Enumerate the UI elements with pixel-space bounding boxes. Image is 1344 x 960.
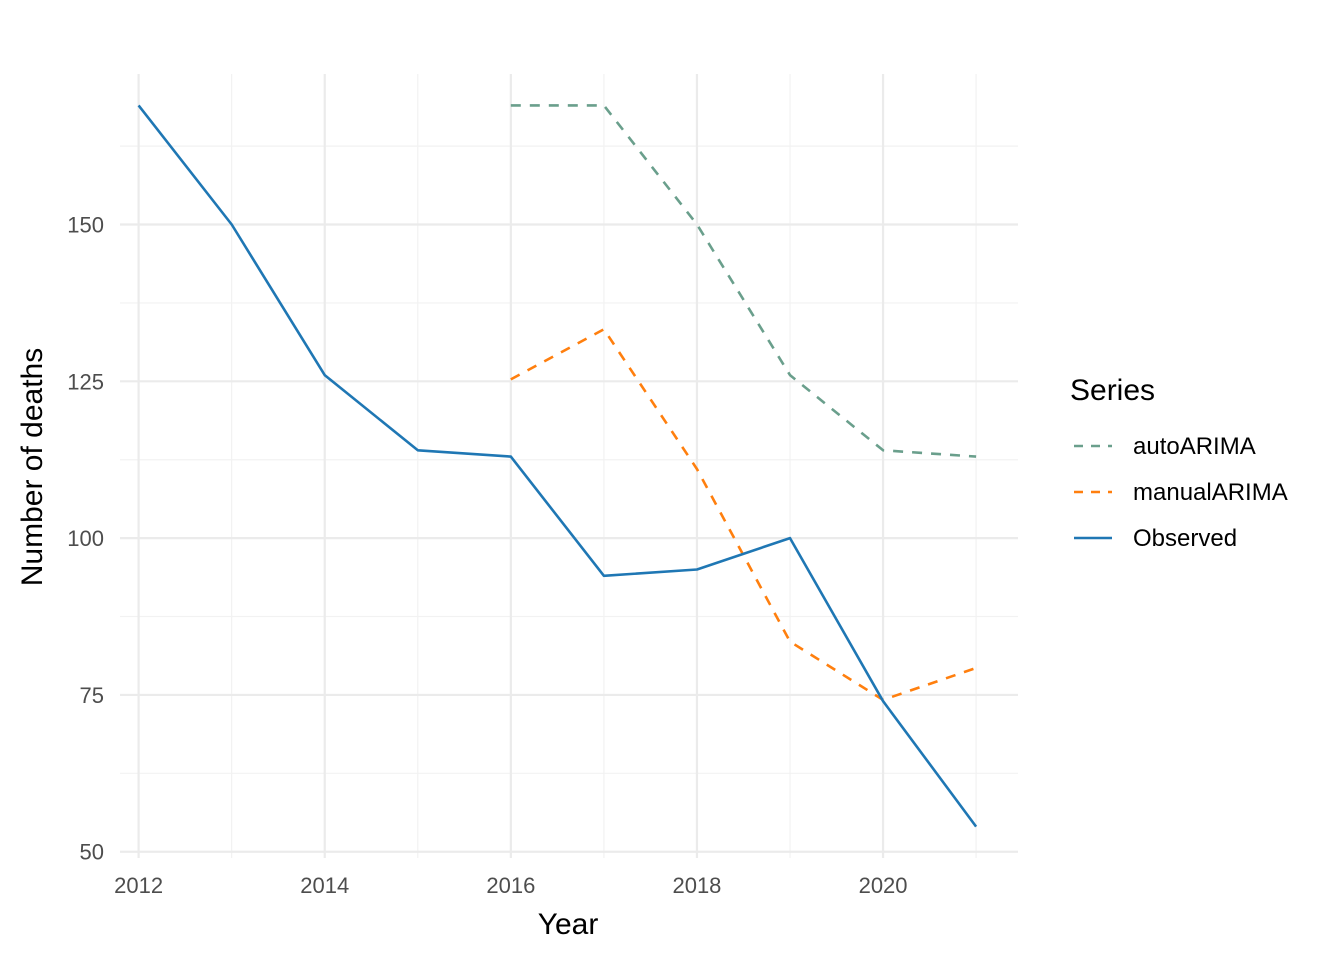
x-axis-title: Year	[538, 908, 599, 941]
y-axis-ticks: 50 75 100 125 150	[67, 213, 104, 865]
x-tick-label: 2020	[859, 873, 908, 898]
x-tick-label: 2016	[486, 873, 535, 898]
y-tick-label: 125	[67, 369, 104, 394]
series-line-manualarima	[510, 327, 977, 702]
x-tick-label: 2012	[114, 873, 163, 898]
x-tick-label: 2018	[672, 873, 721, 898]
legend-title: Series	[1070, 374, 1155, 407]
legend-label: manualARIMA	[1133, 479, 1288, 506]
grid	[120, 74, 1018, 858]
series-line-autoarima	[510, 104, 977, 458]
legend-item-observed: Observed	[1074, 525, 1237, 552]
legend: Series autoARIMA manualARIMA Observed	[1070, 374, 1288, 552]
series-line-observed	[137, 104, 978, 828]
legend-label: autoARIMA	[1133, 433, 1256, 460]
x-axis-ticks: 2012 2014 2016 2018 2020	[114, 873, 907, 898]
legend-label: Observed	[1133, 525, 1237, 552]
x-tick-label: 2014	[300, 873, 349, 898]
legend-items: autoARIMA manualARIMA Observed	[1074, 433, 1288, 552]
series-layer	[137, 104, 978, 828]
legend-item-autoarima: autoARIMA	[1074, 433, 1256, 460]
legend-item-manualarima: manualARIMA	[1074, 479, 1288, 506]
y-tick-label: 100	[67, 526, 104, 551]
y-tick-label: 75	[80, 683, 104, 708]
y-tick-label: 150	[67, 213, 104, 238]
y-tick-label: 50	[80, 840, 104, 865]
y-axis-title: Number of deaths	[16, 348, 49, 586]
